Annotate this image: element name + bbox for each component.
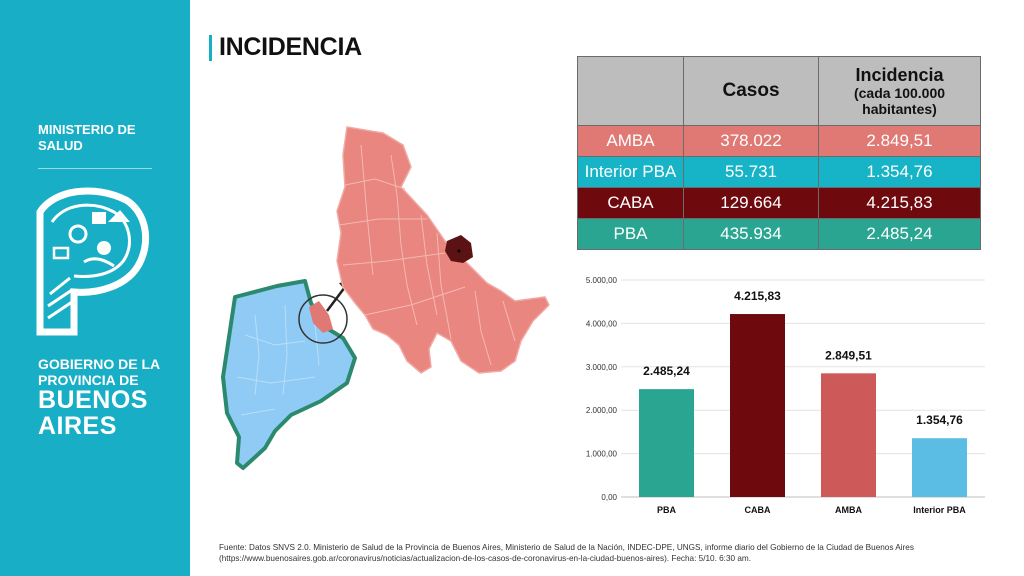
bar-value-label: 2.849,51 xyxy=(825,348,872,362)
source-footnote: Fuente: Datos SNVS 2.0. Ministerio de Sa… xyxy=(219,542,1009,564)
y-tick-label: 3.000,00 xyxy=(586,363,618,372)
table-row: Interior PBA 55.731 1.354,76 xyxy=(578,157,981,188)
cell-incidencia: 2.485,24 xyxy=(819,219,981,250)
province-name: BUENOS AIRES xyxy=(38,387,190,439)
cell-incidencia: 1.354,76 xyxy=(819,157,981,188)
x-tick-label: CABA xyxy=(745,505,771,515)
bar xyxy=(912,438,967,497)
bar-value-label: 1.354,76 xyxy=(916,413,963,427)
cell-casos: 378.022 xyxy=(684,126,819,157)
cell-casos: 435.934 xyxy=(684,219,819,250)
page-title: INCIDENCIA xyxy=(219,33,362,62)
bar xyxy=(639,389,694,497)
sidebar-divider xyxy=(38,168,152,169)
sidebar: MINISTERIO DE SALUD GOBIERNO DE LA PROVI… xyxy=(0,0,190,576)
y-tick-label: 0,00 xyxy=(601,493,617,502)
table-row: AMBA 378.022 2.849,51 xyxy=(578,126,981,157)
ministry-label: MINISTERIO DE SALUD xyxy=(38,122,158,154)
buenos-aires-map xyxy=(215,115,560,480)
y-tick-label: 1.000,00 xyxy=(586,450,618,459)
table-row: PBA 435.934 2.485,24 xyxy=(578,219,981,250)
table-header-row: Casos Incidencia (cada 100.000 habitante… xyxy=(578,57,981,126)
cell-casos: 55.731 xyxy=(684,157,819,188)
province-logo-icon xyxy=(34,182,154,342)
incidence-bar-chart: 0,00 1.000,00 2.000,00 3.000,00 4.000,00 5.00… xyxy=(575,268,995,523)
cell-region: PBA xyxy=(578,219,684,250)
x-tick-label: AMBA xyxy=(835,505,862,515)
government-label: GOBIERNO DE LA PROVINCIA DE xyxy=(38,356,178,388)
table-row: CABA 129.664 4.215,83 xyxy=(578,188,981,219)
header-blank xyxy=(578,57,684,126)
cell-incidencia: 4.215,83 xyxy=(819,188,981,219)
cell-region: AMBA xyxy=(578,126,684,157)
cell-region: CABA xyxy=(578,188,684,219)
bar xyxy=(730,314,785,497)
y-tick-label: 2.000,00 xyxy=(586,406,618,415)
cell-incidencia: 2.849,51 xyxy=(819,126,981,157)
x-tick-label: Interior PBA xyxy=(913,505,966,515)
bar xyxy=(821,373,876,497)
header-incidencia-sub: (cada 100.000 habitantes) xyxy=(819,85,980,117)
x-tick-label: PBA xyxy=(657,505,677,515)
bar-value-label: 4.215,83 xyxy=(734,289,781,303)
header-incidencia-label: Incidencia xyxy=(819,65,980,85)
title-accent-bar xyxy=(209,35,212,61)
bar-value-label: 2.485,24 xyxy=(643,364,690,378)
cell-region: Interior PBA xyxy=(578,157,684,188)
y-tick-label: 5.000,00 xyxy=(586,276,618,285)
y-tick-label: 4.000,00 xyxy=(586,319,618,328)
cases-table: Casos Incidencia (cada 100.000 habitante… xyxy=(577,56,981,250)
header-casos: Casos xyxy=(684,57,819,126)
cell-casos: 129.664 xyxy=(684,188,819,219)
header-incidencia: Incidencia (cada 100.000 habitantes) xyxy=(819,57,981,126)
